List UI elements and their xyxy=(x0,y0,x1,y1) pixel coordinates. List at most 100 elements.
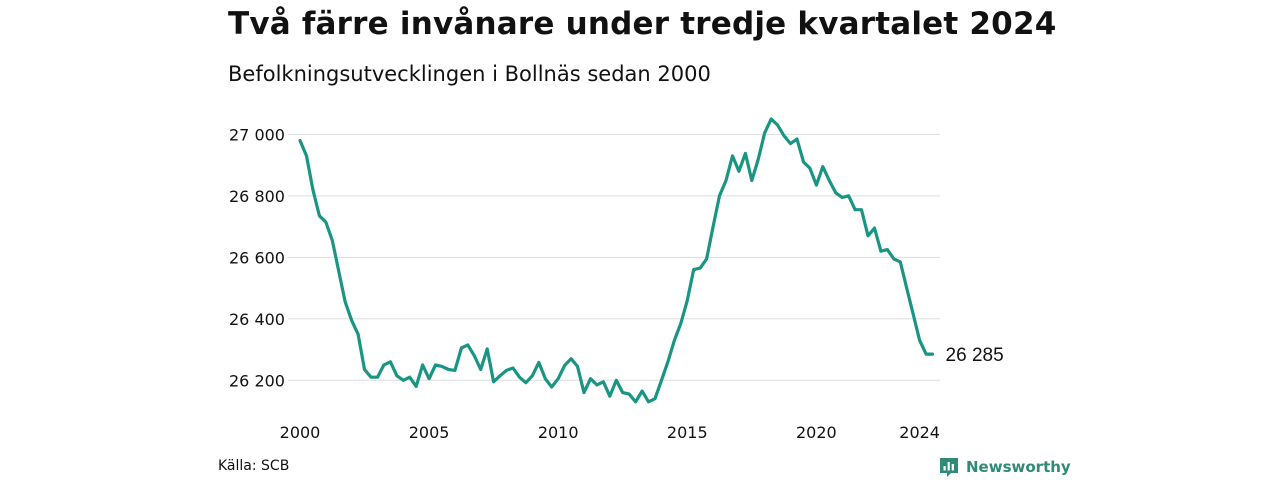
y-axis-labels: 26 200 26 400 26 600 26 800 27 000 xyxy=(229,125,285,390)
data-point xyxy=(685,298,689,302)
x-tick-label: 2015 xyxy=(667,423,708,442)
data-point xyxy=(789,142,793,146)
data-point xyxy=(808,166,812,170)
data-point xyxy=(582,391,586,395)
data-point xyxy=(827,179,831,183)
data-point xyxy=(498,374,502,378)
data-point xyxy=(401,378,405,382)
data-point xyxy=(311,188,315,192)
data-point xyxy=(711,225,715,229)
data-point xyxy=(653,397,657,401)
data-point xyxy=(724,179,728,183)
data-point xyxy=(324,220,328,224)
data-point xyxy=(672,338,676,342)
data-point xyxy=(485,347,489,351)
data-point xyxy=(388,360,392,364)
data-point xyxy=(563,364,567,368)
source-label: Källa: SCB xyxy=(218,458,290,474)
x-tick-label: 2024 xyxy=(899,423,940,442)
data-point xyxy=(382,363,386,367)
data-point xyxy=(834,191,838,195)
data-point xyxy=(898,260,902,264)
data-point xyxy=(737,169,741,173)
data-point xyxy=(795,137,799,141)
data-point xyxy=(627,392,631,396)
data-point xyxy=(434,363,438,367)
data-point xyxy=(414,384,418,388)
data-point xyxy=(492,380,496,384)
data-point xyxy=(350,318,354,322)
data-point xyxy=(763,131,767,135)
data-point xyxy=(698,266,702,270)
data-point xyxy=(459,346,463,350)
data-point xyxy=(853,208,857,212)
data-point xyxy=(860,208,864,212)
x-axis-labels: 2000 2005 2010 2015 2020 2024 xyxy=(280,423,940,442)
data-point xyxy=(369,375,373,379)
data-point xyxy=(530,374,534,378)
data-point xyxy=(479,368,483,372)
data-point xyxy=(866,234,870,238)
data-point xyxy=(769,117,773,121)
data-point xyxy=(511,366,515,370)
x-tick-label: 2010 xyxy=(538,423,579,442)
data-point xyxy=(840,195,844,199)
data-point xyxy=(376,375,380,379)
data-point xyxy=(356,332,360,336)
data-point xyxy=(614,378,618,382)
data-point xyxy=(782,134,786,138)
data-point xyxy=(569,357,573,361)
brand-logo[interactable]: Newsworthy xyxy=(938,456,1071,478)
data-point xyxy=(524,381,528,385)
y-tick-label: 26 200 xyxy=(229,371,285,390)
data-point xyxy=(879,249,883,253)
data-point xyxy=(640,389,644,393)
data-point xyxy=(395,374,399,378)
data-point xyxy=(873,226,877,230)
data-point xyxy=(505,368,509,372)
data-point xyxy=(731,154,735,158)
data-point xyxy=(905,286,909,290)
data-point xyxy=(421,363,425,367)
data-point xyxy=(298,139,302,143)
data-point xyxy=(408,375,412,379)
data-point xyxy=(589,377,593,381)
data-point xyxy=(543,377,547,381)
data-point xyxy=(447,368,451,372)
data-point xyxy=(427,377,431,381)
data-point xyxy=(885,248,889,252)
data-point xyxy=(576,364,580,368)
data-point xyxy=(666,360,670,364)
brand-name: Newsworthy xyxy=(966,458,1071,476)
data-point xyxy=(556,377,560,381)
data-point xyxy=(647,400,651,404)
data-point xyxy=(756,157,760,161)
y-tick-label: 27 000 xyxy=(229,125,285,144)
data-point xyxy=(608,394,612,398)
x-tick-label: 2000 xyxy=(280,423,321,442)
chart-title: Två färre invånare under tredje kvartale… xyxy=(228,6,1057,42)
data-point xyxy=(821,165,825,169)
data-point xyxy=(660,378,664,382)
data-point xyxy=(802,160,806,164)
data-point xyxy=(595,383,599,387)
data-point xyxy=(621,391,625,395)
data-point xyxy=(343,300,347,304)
data-point xyxy=(814,183,818,187)
data-point xyxy=(718,194,722,198)
data-point xyxy=(679,321,683,325)
chart-subtitle: Befolkningsutvecklingen i Bollnäs sedan … xyxy=(228,62,711,86)
data-point xyxy=(363,368,367,372)
data-point xyxy=(892,257,896,261)
data-point xyxy=(847,194,851,198)
newsworthy-logo-icon xyxy=(940,458,958,477)
series-layer: 26 285 xyxy=(298,117,1004,404)
series-line xyxy=(298,117,935,404)
data-point xyxy=(743,151,747,155)
data-point xyxy=(931,352,935,356)
data-point xyxy=(337,269,341,273)
gridlines xyxy=(288,133,940,381)
data-point xyxy=(537,360,541,364)
data-point xyxy=(317,214,321,218)
